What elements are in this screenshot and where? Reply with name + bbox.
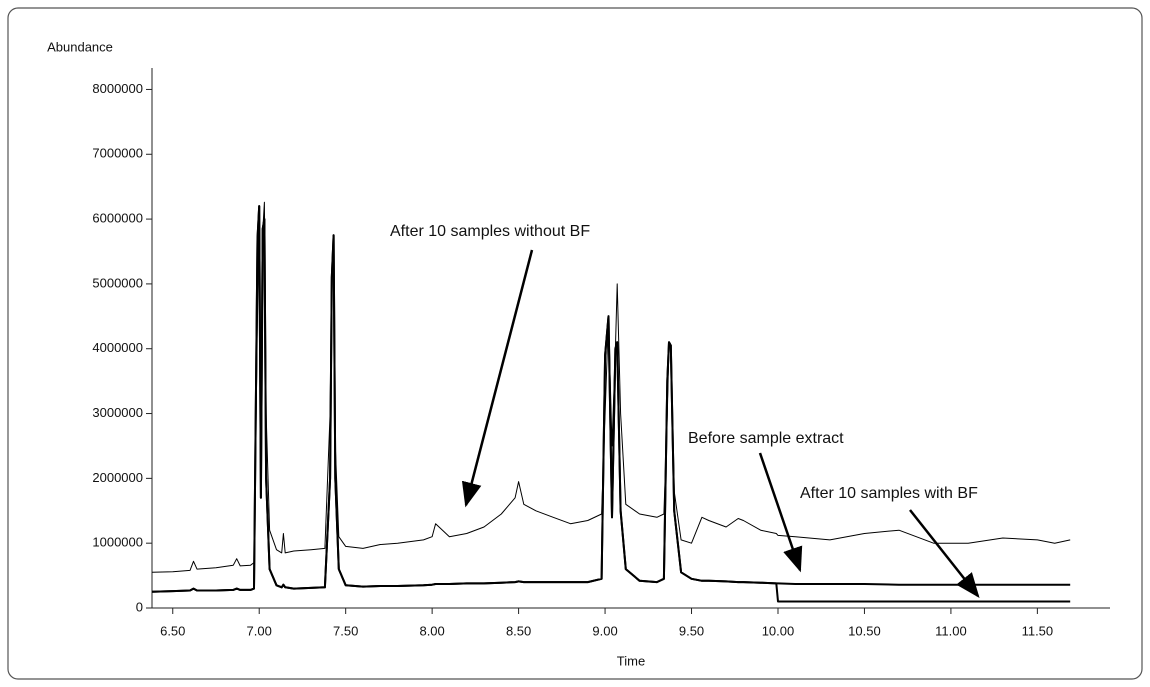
y-axis-label: Abundance — [47, 39, 113, 54]
x-tick-label: 11.00 — [935, 623, 967, 638]
series-line — [151, 205, 1071, 603]
x-axis-label: Time — [617, 653, 645, 668]
x-tick-label: 10.50 — [848, 623, 881, 638]
annotation: After 10 samples with BF — [800, 485, 978, 502]
annotation: Before sample extract — [688, 430, 844, 447]
y-tick-label: 1000000 — [92, 535, 143, 550]
y-tick-label: 7000000 — [92, 146, 143, 161]
arrow — [909, 509, 980, 598]
frame — [7, 7, 1143, 680]
y-tick-label: 0 — [136, 599, 143, 614]
x-tick-label: 9.00 — [592, 623, 617, 638]
y-tick-label: 6000000 — [92, 211, 143, 226]
arrow — [461, 249, 534, 508]
annotation: After 10 samples without BF — [390, 223, 590, 240]
arrow — [758, 452, 803, 573]
y-tick-label: 4000000 — [92, 340, 143, 355]
x-tick-label: 10.00 — [762, 623, 795, 638]
x-tick-label: 7.00 — [247, 623, 272, 638]
x-tick-label: 9.50 — [679, 623, 704, 638]
x-tick-label: 8.50 — [506, 623, 531, 638]
y-tick-label: 8000000 — [92, 81, 143, 96]
x-tick-label: 7.50 — [333, 623, 358, 638]
y-tick-label: 2000000 — [92, 470, 143, 485]
x-tick-label: 11.50 — [1022, 623, 1054, 638]
x-tick-label: 6.50 — [160, 623, 185, 638]
y-tick-label: 5000000 — [92, 275, 143, 290]
x-tick-label: 8.00 — [419, 623, 444, 638]
y-tick-label: 3000000 — [92, 405, 143, 420]
